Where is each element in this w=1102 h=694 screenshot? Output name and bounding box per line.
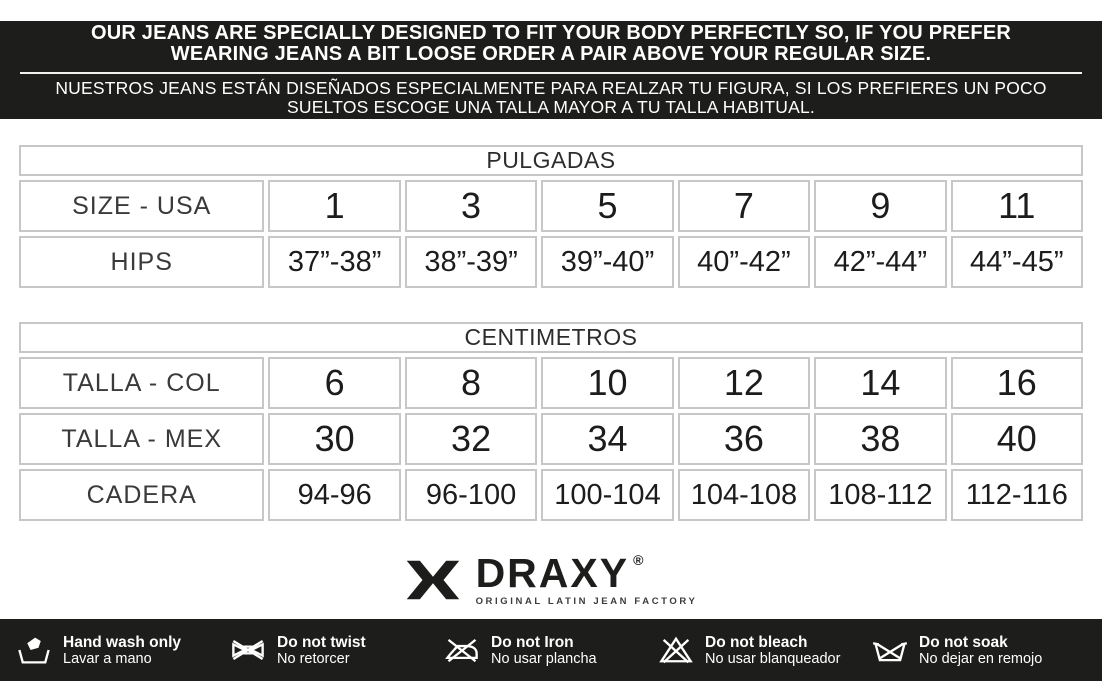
care-item-hand-wash: Hand wash only Lavar a mano <box>16 634 230 667</box>
talla-mex-value: 36 <box>677 413 811 465</box>
table-row-talla-col: TALLA - COL 6 8 10 12 14 16 <box>19 357 1083 409</box>
hips-value: 37”-38” <box>268 236 401 288</box>
care-subtitle: No retorcer <box>277 650 350 667</box>
care-subtitle: No dejar en remojo <box>919 650 1043 667</box>
hand-wash-icon <box>18 637 50 664</box>
talla-mex-value: 30 <box>268 413 401 465</box>
care-subtitle: Lavar a mano <box>63 650 152 667</box>
size-usa-value: 7 <box>677 180 811 232</box>
cadera-value: 94-96 <box>268 469 401 521</box>
banner-english-text: OUR JEANS ARE SPECIALLY DESIGNED TO FIT … <box>0 21 1102 66</box>
cadera-value: 108-112 <box>814 469 947 521</box>
cadera-value: 100-104 <box>541 469 674 521</box>
banner-english-line2: WEARING JEANS A BIT LOOSE ORDER A PAIR A… <box>170 43 932 65</box>
size-usa-value: 5 <box>541 180 674 232</box>
hips-value: 44”-45” <box>950 236 1083 288</box>
care-item-do-not-iron: Do not Iron No usar plancha <box>444 634 658 667</box>
talla-col-value: 14 <box>814 357 947 409</box>
care-subtitle: No usar blanqueador <box>705 650 841 667</box>
table-row-hips: HIPS 37”-38” 38”-39” 39”-40” 40”-42” 42”… <box>19 236 1083 288</box>
care-item-do-not-soak: Do not soak No dejar en remojo <box>872 634 1086 667</box>
talla-col-value: 6 <box>268 357 401 409</box>
brand-tagline: ORIGINAL LATIN JEAN FACTORY <box>475 596 698 607</box>
size-usa-value: 9 <box>814 180 947 232</box>
banner-spanish-line2: SUELTOS ESCOGE UNA TALLA MAYOR A TU TALL… <box>287 97 815 117</box>
table-title-centimetros: CENTIMETROS <box>19 322 1083 353</box>
registered-trademark-symbol: ® <box>633 552 644 568</box>
cadera-value: 104-108 <box>677 469 811 521</box>
centimeters-size-table: CENTIMETROS TALLA - COL 6 8 10 12 14 16 … <box>15 318 1087 525</box>
care-title: Do not bleach <box>705 633 808 651</box>
draxy-x-logo-icon <box>406 560 459 600</box>
cadera-value: 96-100 <box>404 469 538 521</box>
care-title: Hand wash only <box>63 633 181 651</box>
row-label-size-usa: SIZE - USA <box>19 180 265 232</box>
care-title: Do not soak <box>919 633 1008 651</box>
hips-value: 40”-42” <box>677 236 811 288</box>
hips-value: 42”-44” <box>814 236 947 288</box>
do-not-iron-icon <box>445 638 478 663</box>
do-not-bleach-icon <box>659 636 693 664</box>
table-row-talla-mex: TALLA - MEX 30 32 34 36 38 40 <box>19 413 1083 465</box>
table-title-pulgadas: PULGADAS <box>19 145 1083 176</box>
banner-english-line1: OUR JEANS ARE SPECIALLY DESIGNED TO FIT … <box>90 21 1012 44</box>
table-row-cadera: CADERA 94-96 96-100 100-104 104-108 108-… <box>19 469 1083 521</box>
inches-table-wrap: PULGADAS SIZE - USA 1 3 5 7 9 11 HIPS 37… <box>15 141 1087 292</box>
talla-mex-value: 38 <box>814 413 947 465</box>
row-label-talla-mex: TALLA - MEX <box>19 413 265 465</box>
table-row-size-usa: SIZE - USA 1 3 5 7 9 11 <box>19 180 1083 232</box>
talla-mex-value: 40 <box>950 413 1083 465</box>
row-label-talla-col: TALLA - COL <box>19 357 265 409</box>
care-item-do-not-bleach: Do not bleach No usar blanqueador <box>658 634 872 667</box>
brand-name: DRAXY <box>475 550 630 596</box>
info-banner: OUR JEANS ARE SPECIALLY DESIGNED TO FIT … <box>0 21 1102 119</box>
care-instructions-bar: Hand wash only Lavar a mano Do not twist… <box>0 619 1102 681</box>
care-title: Do not Iron <box>491 633 574 651</box>
banner-spanish-line1: NUESTROS JEANS ESTÁN DISEÑADOS ESPECIALM… <box>55 77 1047 98</box>
care-item-do-not-twist: Do not twist No retorcer <box>230 634 444 667</box>
talla-col-value: 10 <box>541 357 674 409</box>
centimeters-table-wrap: CENTIMETROS TALLA - COL 6 8 10 12 14 16 … <box>15 318 1087 525</box>
row-label-cadera: CADERA <box>19 469 265 521</box>
inches-size-table: PULGADAS SIZE - USA 1 3 5 7 9 11 HIPS 37… <box>15 141 1087 292</box>
talla-col-value: 8 <box>404 357 538 409</box>
banner-spanish-text: NUESTROS JEANS ESTÁN DISEÑADOS ESPECIALM… <box>0 77 1102 118</box>
hips-value: 38”-39” <box>404 236 538 288</box>
row-label-hips: HIPS <box>19 236 265 288</box>
cadera-value: 112-116 <box>950 469 1083 521</box>
do-not-soak-icon <box>872 642 908 662</box>
care-title: Do not twist <box>277 633 366 651</box>
size-usa-value: 11 <box>950 180 1083 232</box>
size-usa-value: 3 <box>404 180 538 232</box>
do-not-twist-icon <box>232 639 264 661</box>
brand-logo: DRAXY ® ORIGINAL LATIN JEAN FACTORY <box>0 549 1102 611</box>
talla-mex-value: 34 <box>541 413 674 465</box>
talla-mex-value: 32 <box>404 413 538 465</box>
talla-col-value: 12 <box>677 357 811 409</box>
size-usa-value: 1 <box>268 180 401 232</box>
care-subtitle: No usar plancha <box>491 650 597 667</box>
talla-col-value: 16 <box>950 357 1083 409</box>
hips-value: 39”-40” <box>541 236 674 288</box>
banner-divider <box>20 71 1082 74</box>
